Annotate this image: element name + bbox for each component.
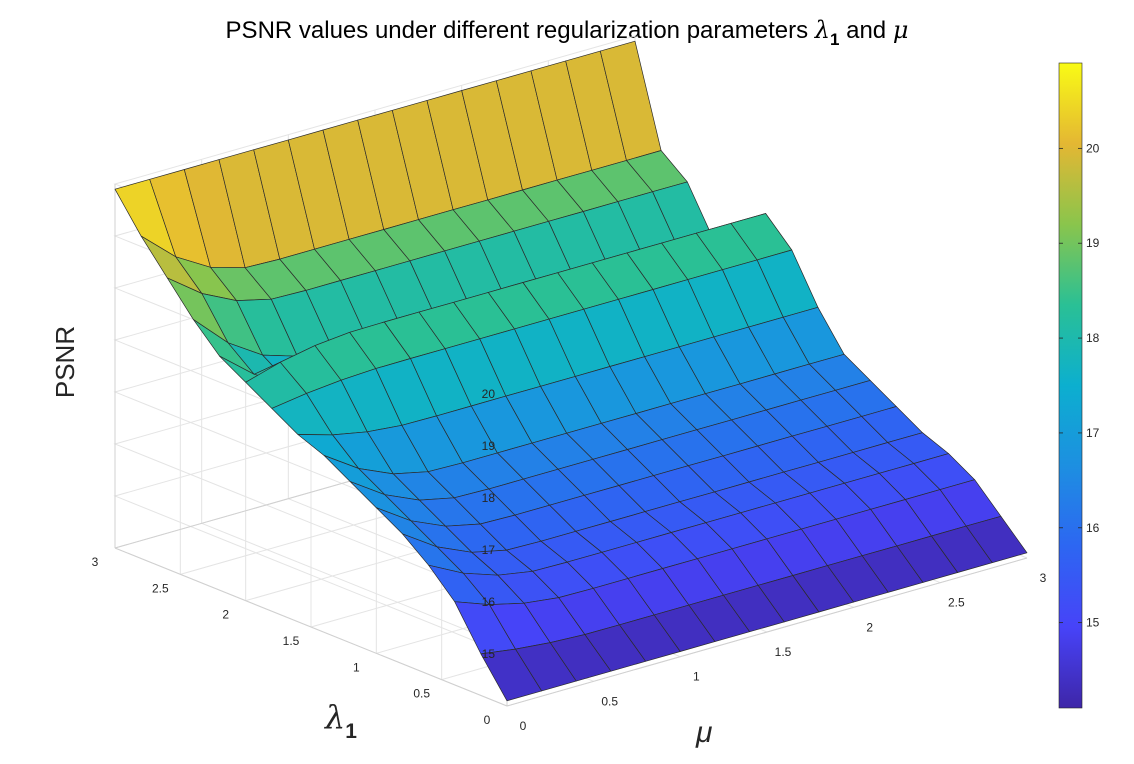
x-tick-label: 3	[1040, 571, 1047, 585]
x-tick-label: 2.5	[948, 596, 965, 610]
y-tick-label: 0.5	[413, 687, 430, 701]
colorbar-tick-label: 15	[1086, 616, 1100, 630]
colorbar-tick-label: 18	[1086, 331, 1100, 345]
z-axis-label: PSNR	[50, 326, 80, 398]
z-tick-label: 19	[482, 439, 496, 453]
y-tick-label: 2.5	[152, 581, 169, 595]
y-tick-label: 1.5	[283, 634, 300, 648]
z-tick-label: 17	[482, 543, 496, 557]
x-tick-label: 0	[520, 719, 527, 733]
colorbar-tick-label: 19	[1086, 236, 1100, 250]
z-tick-label: 16	[482, 595, 496, 609]
x-tick-label: 1	[693, 670, 700, 684]
x-tick-label: 2	[866, 620, 873, 634]
colorbar-tick-label: 16	[1086, 521, 1100, 535]
x-tick-label: 1.5	[775, 645, 792, 659]
z-tick-label: 15	[482, 647, 496, 661]
y-tick-label: 3	[92, 555, 99, 569]
colorbar-tick-label: 20	[1086, 141, 1100, 155]
z-tick-label: 18	[482, 491, 496, 505]
y-tick-label: 1	[353, 660, 360, 674]
colorbar-tick-label: 17	[1086, 426, 1100, 440]
colorbar-ticks: 15 16 17 18 19 20	[1059, 141, 1100, 630]
chart-title: PSNR values under different regularizati…	[226, 16, 909, 49]
axes-ticks: 15 16 17 18 19 20 0 0.5 1 1.5 2 2.5 3 0 0.5 1 1.5 2 2.5 3	[92, 387, 1047, 733]
x-axis-label: μ	[695, 716, 712, 749]
surface-patch	[965, 515, 1028, 564]
y-tick-label: 0	[484, 713, 491, 727]
y-tick-label: 2	[222, 608, 229, 622]
y-axis-label: λ1	[323, 698, 357, 743]
z-tick-label: 20	[482, 387, 496, 401]
surface-plot	[114, 40, 1028, 702]
x-tick-label: 0.5	[601, 694, 618, 708]
colorbar	[1058, 62, 1083, 709]
